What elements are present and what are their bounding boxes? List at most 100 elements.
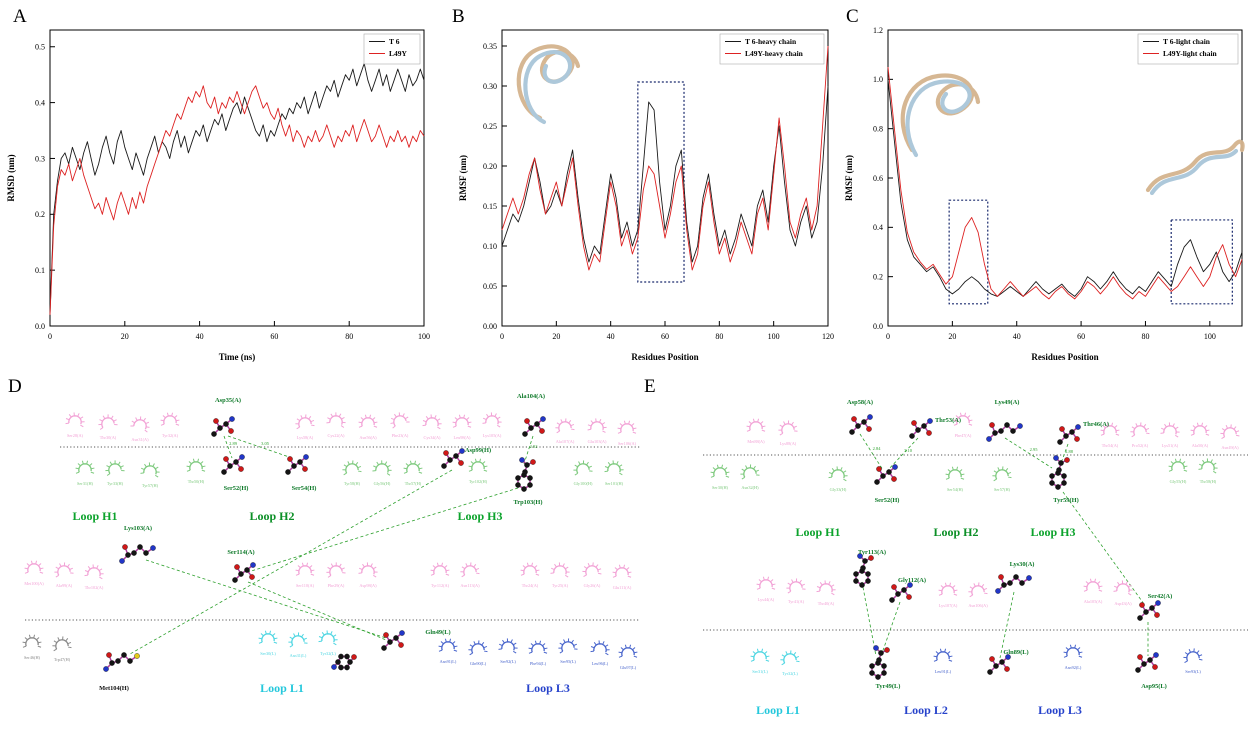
svg-text:0.05: 0.05 — [483, 282, 497, 291]
svg-text:RMSF (nm): RMSF (nm) — [844, 155, 854, 201]
svg-text:100: 100 — [768, 332, 780, 341]
svg-text:Ser52(H): Ser52(H) — [224, 485, 249, 492]
svg-text:Met88(A): Met88(A) — [747, 439, 765, 444]
svg-text:Ser30(H): Ser30(H) — [712, 485, 729, 490]
protein-structure-inset-right — [1145, 139, 1245, 196]
svg-text:Thr40(A): Thr40(A) — [818, 601, 835, 606]
svg-text:Ser93(L): Ser93(L) — [1185, 669, 1201, 674]
svg-text:Tyr113(A): Tyr113(A) — [858, 549, 886, 556]
svg-text:100: 100 — [1204, 332, 1216, 341]
svg-text:Ser31(H): Ser31(H) — [77, 481, 94, 486]
svg-text:Gly55(H): Gly55(H) — [1170, 479, 1187, 484]
svg-text:1.0: 1.0 — [873, 75, 883, 84]
svg-text:Ser54(H): Ser54(H) — [947, 487, 964, 492]
svg-text:3.10: 3.10 — [904, 448, 913, 453]
svg-text:L49Y: L49Y — [389, 49, 408, 58]
svg-text:80: 80 — [345, 332, 353, 341]
svg-text:Phe47(A): Phe47(A) — [955, 433, 972, 438]
svg-text:Loop L1: Loop L1 — [260, 681, 304, 695]
svg-text:60: 60 — [270, 332, 278, 341]
svg-text:RMSD (nm): RMSD (nm) — [6, 154, 16, 201]
svg-text:2.92: 2.92 — [530, 444, 538, 449]
svg-text:0.0: 0.0 — [35, 322, 45, 331]
panel-label-b: B — [452, 6, 465, 27]
svg-text:Pro52(A): Pro52(A) — [1132, 443, 1149, 448]
svg-text:Tyr58(H): Tyr58(H) — [344, 481, 361, 486]
svg-text:Asn32(H): Asn32(H) — [741, 485, 759, 490]
svg-text:Phe29(A): Phe29(A) — [328, 583, 345, 588]
svg-text:Asn91(L): Asn91(L) — [440, 659, 457, 664]
svg-text:L49Y-light chain: L49Y-light chain — [1163, 49, 1218, 58]
svg-text:0.30: 0.30 — [483, 82, 497, 91]
svg-text:Thr50(H): Thr50(H) — [188, 479, 205, 484]
svg-text:0.20: 0.20 — [483, 162, 497, 171]
svg-text:Gly26(A): Gly26(A) — [584, 583, 601, 588]
svg-text:Thr24(A): Thr24(A) — [522, 583, 539, 588]
svg-text:T 6-heavy chain: T 6-heavy chain — [745, 37, 797, 46]
svg-text:Gly112(A): Gly112(A) — [898, 577, 926, 584]
svg-text:Loop H2: Loop H2 — [249, 509, 294, 523]
panel-label-a: A — [13, 6, 27, 27]
svg-text:Loop L3: Loop L3 — [1038, 703, 1082, 717]
svg-text:Asn56(A): Asn56(A) — [359, 435, 377, 440]
svg-text:0.4: 0.4 — [35, 98, 45, 107]
svg-text:Glu103(A): Glu103(A) — [588, 439, 607, 444]
svg-text:Trp103(H): Trp103(H) — [514, 499, 543, 506]
svg-text:Lys88(A): Lys88(A) — [780, 441, 797, 446]
svg-text:Asn31(L): Asn31(L) — [290, 653, 307, 658]
svg-text:Residues Position: Residues Position — [631, 352, 698, 362]
svg-text:40: 40 — [607, 332, 615, 341]
svg-text:Asp43(A): Asp43(A) — [1114, 601, 1132, 606]
svg-text:100: 100 — [418, 332, 430, 341]
svg-text:Lys49(A): Lys49(A) — [995, 399, 1020, 406]
svg-text:Thr30(A): Thr30(A) — [100, 435, 117, 440]
svg-text:2.95: 2.95 — [1030, 447, 1039, 452]
svg-text:Ser92(L): Ser92(L) — [500, 659, 516, 664]
svg-text:Ser110(A): Ser110(A) — [296, 583, 315, 588]
svg-text:Ser57(H): Ser57(H) — [994, 487, 1011, 492]
svg-text:Asp99(H): Asp99(H) — [465, 447, 491, 454]
rmsd-time-chart: 0 20 40 60 80 100 0.0 0.1 0.2 0.3 0.4 0.5 Time (ns) R… — [6, 29, 430, 362]
svg-text:0.00: 0.00 — [483, 322, 497, 331]
svg-text:Tyr57(H): Tyr57(H) — [142, 483, 159, 488]
svg-text:Tyr41(A): Tyr41(A) — [788, 599, 805, 604]
svg-text:Gln90(L): Gln90(L) — [470, 661, 487, 666]
svg-text:80: 80 — [1141, 332, 1149, 341]
svg-text:Residues Position: Residues Position — [1031, 352, 1098, 362]
svg-text:Tyr102(H): Tyr102(H) — [469, 479, 488, 484]
svg-text:0.3: 0.3 — [35, 154, 45, 163]
svg-text:Cys34(A): Cys34(A) — [424, 435, 442, 440]
svg-text:L49Y-heavy chain: L49Y-heavy chain — [745, 49, 804, 58]
svg-text:0: 0 — [48, 332, 52, 341]
panel-label-c: C — [846, 6, 859, 27]
svg-text:0.10: 0.10 — [483, 242, 497, 251]
svg-text:0.5: 0.5 — [35, 43, 45, 52]
svg-text:Tyr32(L): Tyr32(L) — [782, 671, 798, 676]
svg-text:20: 20 — [121, 332, 129, 341]
svg-text:Gln49(L): Gln49(L) — [425, 629, 450, 636]
svg-text:1.2: 1.2 — [873, 26, 883, 35]
svg-text:RMSF (nm): RMSF (nm) — [458, 155, 468, 201]
svg-text:Loop H3: Loop H3 — [1030, 525, 1075, 539]
svg-text:T 6: T 6 — [389, 37, 400, 46]
svg-text:Thr46(A): Thr46(A) — [1083, 421, 1109, 428]
svg-text:80: 80 — [715, 332, 723, 341]
svg-text:0.35: 0.35 — [483, 42, 497, 51]
svg-text:Ser52(H): Ser52(H) — [875, 497, 900, 504]
svg-text:Ala99(A): Ala99(A) — [56, 583, 73, 588]
svg-text:Met100(A): Met100(A) — [24, 581, 44, 586]
svg-text:20: 20 — [552, 332, 560, 341]
svg-text:Asn31(A): Asn31(A) — [131, 437, 149, 442]
svg-text:60: 60 — [1077, 332, 1085, 341]
svg-text:Thr54(A): Thr54(A) — [1102, 443, 1119, 448]
svg-text:Phe23(A): Phe23(A) — [392, 433, 409, 438]
svg-text:0.8: 0.8 — [873, 124, 883, 133]
svg-text:Thr102(A): Thr102(A) — [85, 585, 104, 590]
svg-text:Asn106(A): Asn106(A) — [968, 603, 988, 608]
svg-text:Loop H3: Loop H3 — [457, 509, 502, 523]
svg-text:120: 120 — [822, 332, 834, 341]
svg-text:Tyr33(H): Tyr33(H) — [107, 481, 124, 486]
rmsf-light-plot-area: 0 20 40 60 80 100 0.0 0.2 0.4 0.6 0.8 1.0 1.2 Residue… — [844, 26, 1243, 362]
svg-text:0: 0 — [886, 332, 890, 341]
